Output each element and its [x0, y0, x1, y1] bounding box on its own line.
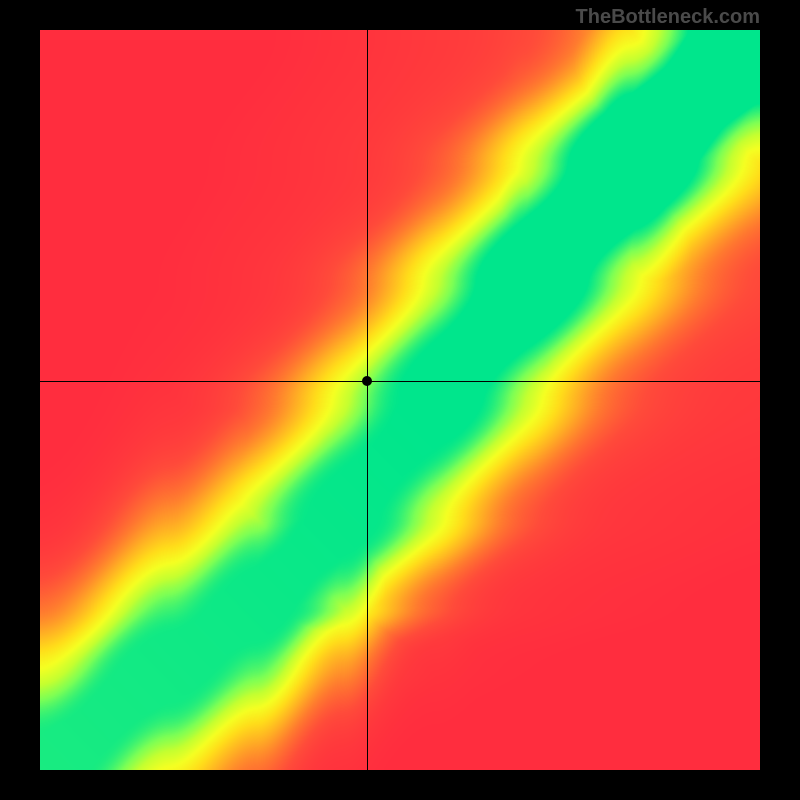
crosshair-vertical	[367, 30, 368, 770]
bottleneck-heatmap	[40, 30, 760, 770]
heatmap-canvas	[40, 30, 760, 770]
selection-marker	[362, 376, 372, 386]
crosshair-horizontal	[40, 381, 760, 382]
watermark-text: TheBottleneck.com	[576, 6, 760, 29]
